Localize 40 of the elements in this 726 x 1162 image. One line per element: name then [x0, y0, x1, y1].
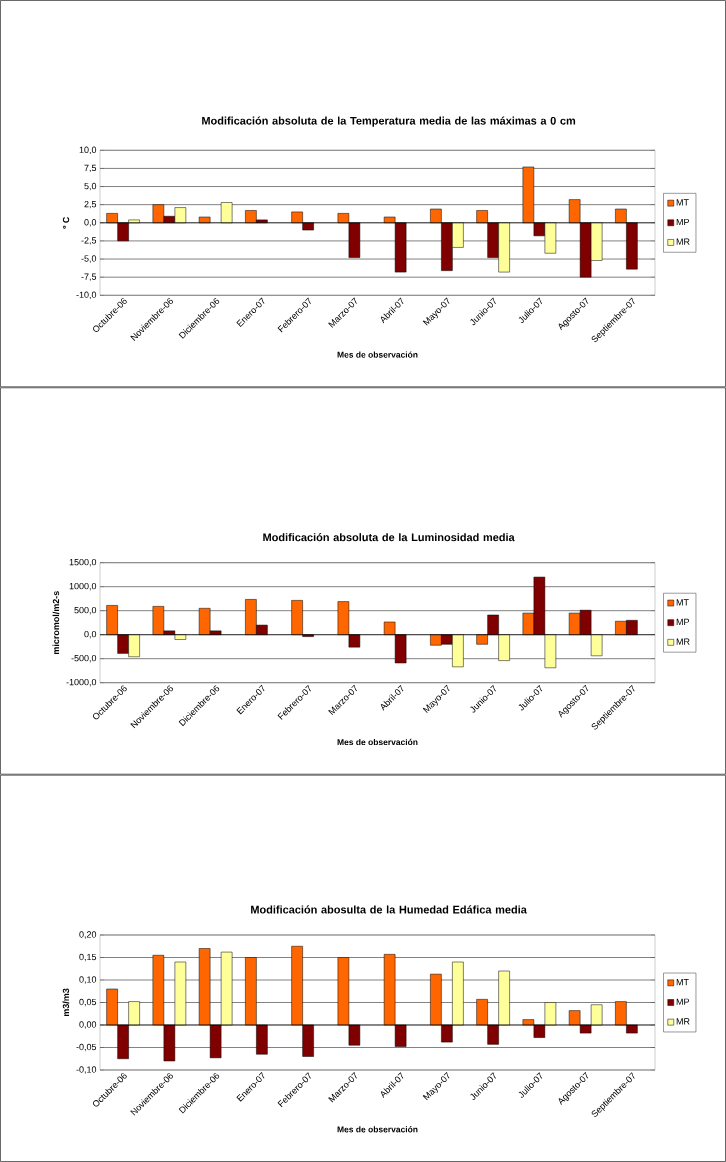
- y-tick-label: 0,20: [79, 931, 97, 939]
- y-tick-label: 1000,0: [69, 582, 97, 591]
- y-tick-label: 2,5: [84, 200, 97, 209]
- y-tick-label: 0,15: [79, 953, 97, 962]
- legend-label: MT: [676, 979, 689, 986]
- y-tick-label: 1500,0: [69, 558, 97, 567]
- y-axis-title: micromol/m2-s: [52, 591, 60, 654]
- y-tick-label: 0,0: [84, 219, 97, 227]
- y-tick-label: -2,5: [81, 237, 97, 245]
- y-tick-label: 500,0: [74, 606, 97, 615]
- legend-label: MT: [676, 599, 689, 606]
- legend-label: MP: [676, 998, 689, 1005]
- y-tick-label: 0,10: [79, 976, 97, 984]
- legend-label: MR: [676, 1018, 690, 1025]
- y-tick-label: 0,00: [79, 1021, 97, 1029]
- legend-label: MP: [676, 218, 689, 226]
- y-tick-label: -10,0: [76, 291, 97, 299]
- y-tick-label: -1000,0: [66, 678, 97, 687]
- legend-label: MT: [676, 199, 689, 206]
- y-tick-label: -5,0: [81, 255, 97, 263]
- y-tick-label: 7,5: [84, 164, 97, 173]
- y-tick-label: 10,0: [79, 146, 97, 154]
- y-tick-label: 0,05: [79, 998, 97, 1007]
- y-axis-title: º C: [62, 216, 70, 229]
- legend-label: MP: [676, 618, 689, 626]
- y-tick-label: 5,0: [84, 182, 97, 191]
- chart-title: Modificación abosulta de la Humedad Edáfica media: [251, 905, 527, 914]
- y-tick-label: -500,0: [71, 654, 97, 663]
- y-tick-label: -0,10: [76, 1066, 97, 1074]
- y-axis-title: m3/m3: [62, 988, 70, 1017]
- x-axis-title: Mes de observación: [337, 1126, 418, 1133]
- legend-label: MR: [676, 238, 690, 245]
- y-tick-label: 0,0: [84, 630, 97, 639]
- y-tick-label: -0,05: [76, 1043, 97, 1052]
- chart-title: Modificación absoluta de la Luminosidad media: [263, 533, 515, 542]
- y-tick-label: -7,5: [81, 273, 97, 281]
- x-axis-title: Mes de observación: [337, 351, 418, 358]
- x-axis-title: Mes de observación: [337, 738, 418, 746]
- chart-title: Modificación absoluta de la Temperatura media de las máximas a 0 cm: [202, 116, 576, 127]
- legend-label: MR: [676, 638, 690, 645]
